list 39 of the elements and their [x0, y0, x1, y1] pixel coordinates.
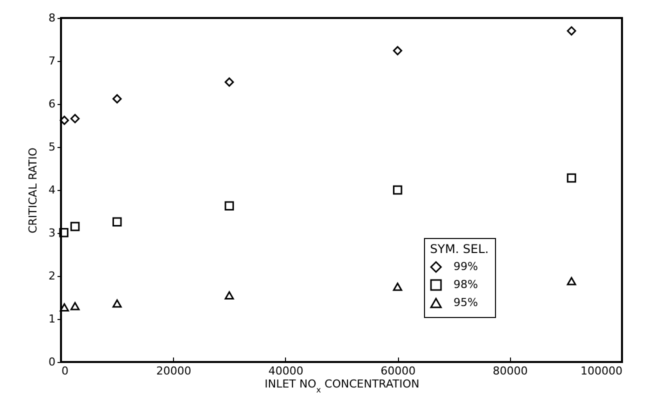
x-tick-label: 20000 — [156, 364, 192, 378]
point — [224, 291, 234, 300]
point — [392, 185, 402, 195]
legend-title: SYM. SEL. — [430, 242, 489, 256]
y-tick-label: 3 — [48, 226, 56, 240]
point — [112, 217, 122, 226]
y-axis-title: CRITICAL RATIO — [26, 147, 40, 234]
point — [59, 228, 68, 238]
y-tick-label: 6 — [48, 98, 56, 110]
legend-label: 98% — [454, 278, 478, 291]
legend-label: 95% — [454, 296, 478, 309]
point — [70, 114, 80, 124]
y-tick-label: 1 — [48, 312, 56, 326]
x-tick-label: 100000 — [580, 364, 622, 378]
y-tick-label: 5 — [48, 140, 56, 154]
point — [60, 303, 69, 312]
y-tick-label: 4 — [48, 184, 56, 196]
point — [70, 302, 80, 310]
point — [224, 201, 234, 211]
x-axis-title: INLET NO$_{x}$ CONCENTRATION — [264, 378, 420, 394]
point — [566, 277, 576, 286]
point — [112, 94, 122, 104]
point — [392, 46, 402, 56]
x-tick-label: 0 — [62, 364, 68, 378]
y-tick-label: 8 — [48, 12, 56, 24]
y-tick-label: 0 — [48, 356, 56, 368]
y-tick-label: 7 — [48, 54, 56, 68]
point — [224, 77, 234, 87]
point — [70, 222, 80, 232]
point — [112, 299, 122, 308]
x-tick-label: 60000 — [380, 364, 416, 378]
x-tick-label: 80000 — [492, 364, 528, 378]
y-tick-label: 2 — [48, 270, 56, 282]
x-tick-label: 40000 — [268, 364, 304, 378]
point — [566, 26, 576, 36]
point — [60, 116, 69, 125]
legend-label: 99% — [454, 260, 478, 273]
point — [392, 282, 402, 291]
point — [566, 173, 576, 183]
